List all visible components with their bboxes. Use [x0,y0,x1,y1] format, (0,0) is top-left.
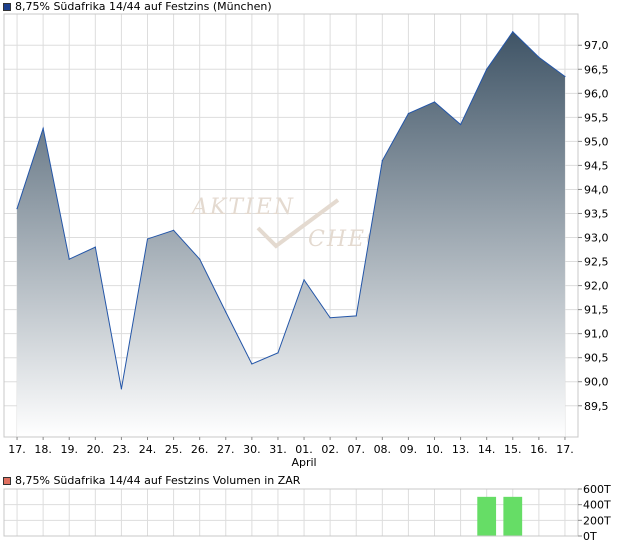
price-point-8 [225,311,227,313]
price-ytick-label-9: 94,0 [584,183,609,196]
price-frame-rect [3,13,579,438]
date-tick-label-17: 13. [452,443,470,456]
volume-legend: 8,75% Südafrika 14/44 auf Festzins Volum… [3,474,300,487]
price-ytick-label-2: 90,5 [584,352,609,365]
price-legend-swatch [3,2,11,11]
price-point-21 [564,75,566,78]
date-tick-label-18: 14. [478,443,496,456]
price-ytick-label-14: 96,5 [584,63,609,76]
volume-y-axis: 0T 200T 400T 600T [578,483,611,543]
month-label: April [291,456,316,469]
price-ytick-label-15: 97,0 [584,39,609,52]
price-legend: 8,75% Südafrika 14/44 auf Festzins (Münc… [3,0,272,13]
volume-ytick-label-0: 0T [583,530,597,543]
date-tick-label-13: 07. [347,443,365,456]
price-ytick-label-7: 93,0 [584,232,609,245]
date-tick-label-7: 26. [191,443,209,456]
price-point-18 [486,68,488,70]
price-point-4 [120,388,123,390]
price-point-19 [512,31,514,33]
price-y-axis: 89,5 90,0 90,5 91,0 91,5 92,0 92,5 93,0 93,5 94,0… [578,39,609,413]
volume-frame-rect [3,488,579,537]
volume-ytick-label-2: 400T [583,499,611,512]
volume-legend-label: 8,75% Südafrika 14/44 auf Festzins Volum… [15,474,301,487]
date-tick-label-16: 10. [426,443,444,456]
date-tick-label-21: 17. [556,443,574,456]
date-tick-label-10: 31. [269,443,287,456]
volume-bars [477,496,523,536]
price-area [17,31,565,438]
price-point-3 [94,246,96,248]
price-point-15 [407,112,410,115]
watermark-line-1: AKTIEN [190,195,295,220]
price-ytick-label-5: 92,0 [584,280,609,293]
price-plot-frame [3,13,579,438]
price-point-17 [459,123,462,126]
volume-ytick-label-1: 200T [583,514,611,527]
price-point-9 [251,363,253,365]
price-point-1 [42,127,44,130]
price-legend-label: 8,75% Südafrika 14/44 auf Festzins (Münc… [15,0,272,13]
price-point-6 [172,229,175,231]
price-point-14 [381,160,383,162]
volume-bar-19 [503,496,523,536]
date-tick-label-20: 16. [530,443,548,456]
volume-legend-swatch [3,476,11,485]
price-ytick-label-13: 96,0 [584,87,609,100]
price-ytick-label-6: 92,5 [584,256,609,269]
price-point-11 [303,279,305,281]
price-ytick-label-4: 91,5 [584,304,609,317]
date-tick-label-0: 17. [8,443,26,456]
date-tick-label-1: 18. [34,443,52,456]
price-point-7 [199,258,201,260]
price-point-13 [355,315,357,317]
price-point-2 [68,258,70,260]
date-tick-label-2: 19. [60,443,78,456]
date-tick-label-6: 25. [165,443,183,456]
date-tick-label-11: 01. [295,443,313,456]
volume-bar-18 [477,496,497,536]
price-point-16 [433,101,436,103]
price-ytick-label-11: 95,0 [584,135,609,148]
volume-ytick-label-3: 600T [583,483,611,496]
price-point-5 [146,238,149,240]
price-ytick-label-1: 90,0 [584,376,609,389]
date-tick-label-12: 02. [321,443,339,456]
date-x-axis: 17. 18. 19. 20. 23. 24. 25. 26. 27. 30. 31. 01. 02. 0… [8,437,574,469]
date-tick-label-14: 08. [374,443,392,456]
date-tick-label-5: 24. [139,443,157,456]
date-tick-label-8: 27. [217,443,235,456]
price-point-10 [277,352,279,354]
date-tick-label-15: 09. [400,443,418,456]
date-tick-label-4: 23. [113,443,131,456]
price-point-0 [16,208,18,210]
price-ytick-label-12: 95,5 [584,111,609,124]
date-tick-label-3: 20. [87,443,105,456]
price-ytick-label-0: 89,5 [584,400,609,413]
price-ytick-label-3: 91,0 [584,328,609,341]
price-series-line [16,31,566,390]
date-tick-label-19: 15. [504,443,522,456]
volume-plot-frame [3,488,579,537]
price-point-12 [329,317,331,319]
date-tick-label-9: 30. [243,443,261,456]
price-ytick-label-10: 94,5 [584,159,609,172]
price-ytick-label-8: 93,5 [584,207,609,220]
price-point-20 [538,56,540,58]
watermark-check-icon [256,198,340,249]
